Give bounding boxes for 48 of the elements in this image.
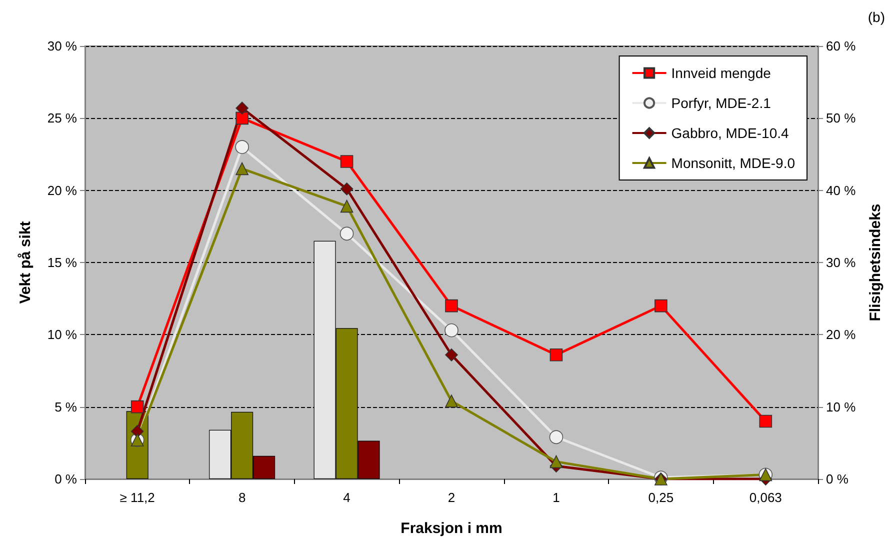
y-tick-label: 15 %: [47, 255, 78, 270]
x-tick-label: 1: [552, 490, 560, 505]
legend-label: Monsonitt, MDE-9.0: [671, 155, 796, 171]
y2-tick-label: 20 %: [826, 327, 856, 342]
legend-label: Porfyr, MDE-2.1: [671, 95, 772, 111]
point: [130, 400, 144, 414]
x-axis-title: Fraksjon i mm: [400, 520, 502, 537]
point: [236, 102, 248, 114]
x-tick-label: 2: [448, 490, 456, 505]
point: [445, 394, 458, 408]
point: [549, 430, 564, 444]
point: [340, 226, 354, 241]
text: (b): [868, 9, 886, 25]
x-tick-label: ≥ 11,2: [120, 490, 155, 505]
point: [340, 155, 354, 168]
y2-tick-label: 40 %: [826, 182, 856, 198]
x-tick-label: 4: [343, 490, 350, 505]
legend-label: Gabbro, MDE-10.4: [671, 125, 789, 141]
y2-tick-label: 0 %: [826, 472, 849, 486]
y2-tick-label: 50 %: [826, 110, 856, 126]
point: [550, 455, 563, 468]
y-tick-label: 20 %: [47, 182, 78, 198]
point: [236, 112, 248, 125]
point: [444, 323, 458, 338]
y2-tick-label: 60 %: [826, 38, 856, 54]
y2-axis-title: Flisighetsindeks: [867, 204, 884, 322]
y2-tick-label: 30 %: [826, 255, 856, 270]
y-axis-title: Vekt på sikt: [17, 221, 34, 304]
point: [236, 162, 248, 176]
x-tick-label: 0,063: [749, 490, 782, 505]
point: [340, 200, 354, 213]
y-tick-label: 30 %: [47, 38, 78, 54]
point: [130, 424, 144, 438]
point: [445, 299, 458, 312]
point: [654, 299, 668, 312]
y-tick-label: 10 %: [47, 327, 78, 342]
legend-label: Innveid mengde: [671, 65, 772, 81]
point: [235, 140, 249, 154]
point: [550, 348, 563, 362]
point: [759, 414, 772, 428]
x-tick-label: 8: [238, 490, 246, 505]
point: [340, 182, 354, 196]
y-tick-label: 5 %: [54, 399, 78, 414]
y-tick-label: 0 %: [54, 472, 78, 486]
y-tick-label: 25 %: [47, 110, 78, 126]
point: [445, 348, 458, 362]
y2-tick-label: 10 %: [826, 399, 856, 414]
x-tick-label: 0,25: [648, 490, 674, 505]
